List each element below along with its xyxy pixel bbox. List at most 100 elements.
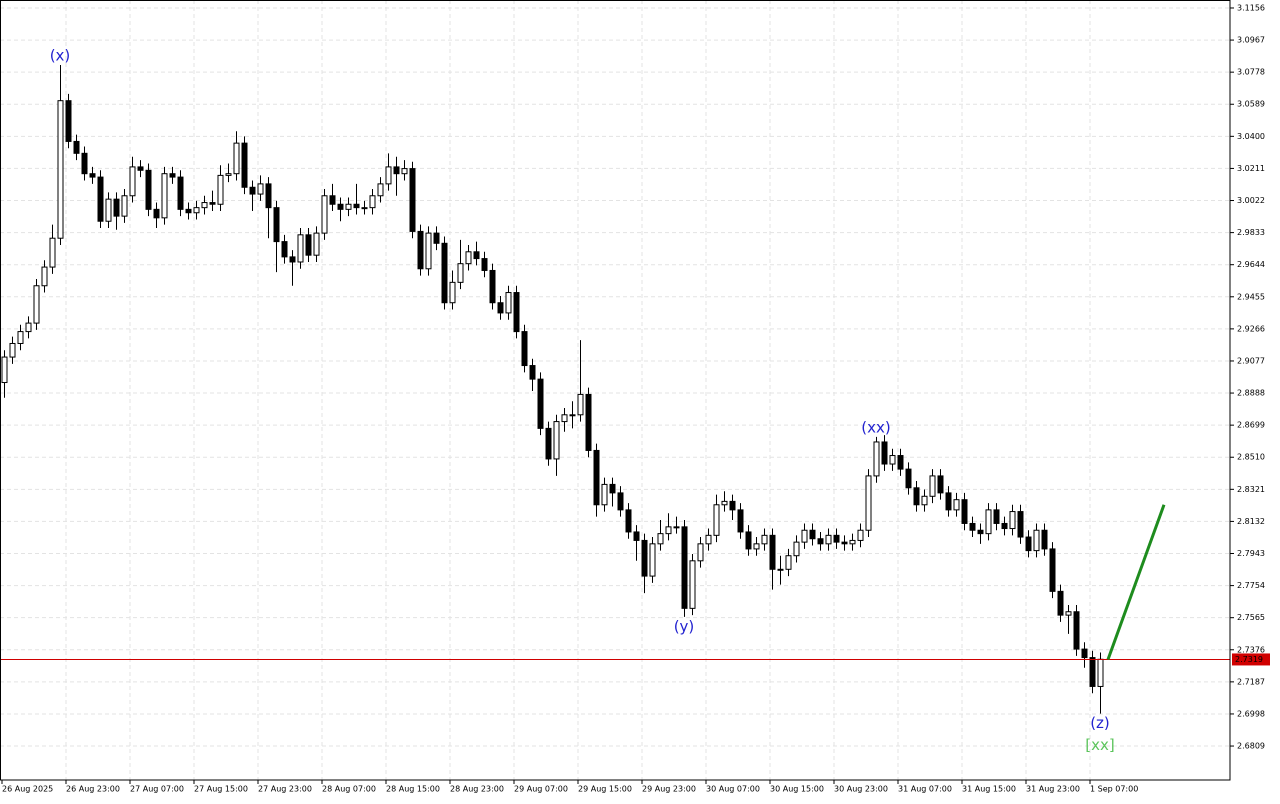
candle-body — [313, 232, 320, 256]
candle-body — [449, 281, 456, 304]
y-tick-label: 2.8132 — [1237, 517, 1265, 526]
candle-body — [329, 195, 336, 205]
x-tick-label: 1 Sep 07:00 — [1090, 785, 1138, 794]
x-tick-label: 31 Aug 23:00 — [1026, 785, 1080, 794]
candle-body — [257, 183, 264, 195]
current-price-label: 2.7319 — [1235, 655, 1263, 664]
candle-body — [649, 543, 656, 577]
candle-body — [833, 534, 840, 543]
candle-body — [809, 529, 816, 540]
candle-body — [601, 483, 608, 506]
candle-body — [1073, 611, 1080, 650]
candle-body — [769, 534, 776, 570]
x-tick-label: 26 Aug 23:00 — [66, 785, 120, 794]
candle-body — [41, 266, 48, 287]
candle-body — [25, 322, 32, 333]
candle-body — [713, 504, 720, 536]
candle-body — [281, 241, 288, 258]
y-tick-label: 3.0967 — [1237, 36, 1265, 45]
projection-line — [1106, 504, 1166, 660]
candle-body — [369, 195, 376, 209]
y-tick-label: 3.0211 — [1237, 164, 1265, 173]
candle-body — [57, 100, 64, 239]
candle-body — [633, 531, 640, 541]
y-tick-label: 2.6809 — [1237, 742, 1265, 751]
candle-body — [49, 237, 56, 268]
candle-body — [681, 526, 688, 609]
candle-body — [905, 468, 912, 489]
candle-body — [985, 509, 992, 535]
candle-body — [145, 169, 152, 210]
candle-body — [401, 168, 408, 175]
candle-body — [441, 242, 448, 304]
candle-body — [545, 427, 552, 460]
current-price-box — [1232, 653, 1270, 666]
candle-body — [897, 455, 904, 470]
y-tick-label: 2.7943 — [1237, 549, 1265, 558]
candle-body — [265, 183, 272, 209]
x-tick-label: 30 Aug 15:00 — [770, 785, 824, 794]
candle-body — [561, 414, 568, 423]
candle-body — [1001, 522, 1008, 530]
candle-body — [841, 541, 848, 545]
plot-frame — [0, 0, 1231, 781]
candle-body — [457, 263, 464, 283]
candle-body — [689, 560, 696, 609]
candle-body — [537, 378, 544, 429]
candle-body — [489, 269, 496, 304]
candle-body — [793, 541, 800, 557]
candle-body — [361, 207, 368, 210]
candle-body — [497, 302, 504, 314]
wave-label: (z) — [1090, 714, 1110, 732]
candle-body — [937, 475, 944, 494]
candle-body — [673, 526, 680, 529]
candle-body — [161, 173, 168, 219]
candle-body — [785, 555, 792, 570]
candle-body — [521, 331, 528, 367]
candle-body — [249, 186, 256, 195]
candle-body — [9, 342, 16, 358]
candle-body — [177, 176, 184, 210]
candle-body — [753, 543, 760, 550]
candle-body — [417, 230, 424, 270]
y-tick-label: 2.8321 — [1237, 485, 1265, 494]
candle-body — [1057, 590, 1064, 616]
y-tick-label: 2.9455 — [1237, 292, 1265, 301]
candle-body — [993, 509, 1000, 524]
candle-body — [721, 500, 728, 506]
y-tick-label: 3.0400 — [1237, 132, 1265, 141]
candle-body — [73, 140, 80, 154]
candle-body — [737, 509, 744, 533]
candle-body — [337, 203, 344, 210]
candle-body — [345, 203, 352, 210]
candle-body — [393, 166, 400, 175]
y-tick-label: 2.8510 — [1237, 453, 1265, 462]
candle-body — [1, 356, 8, 384]
candle-body — [1081, 648, 1088, 659]
wave-label: [xx] — [1085, 736, 1114, 754]
wave-label: (y) — [674, 617, 695, 635]
candle-body — [825, 534, 832, 545]
candle-body — [233, 142, 240, 175]
candle-body — [129, 166, 136, 197]
candle-body — [745, 531, 752, 550]
y-tick-label: 2.9266 — [1237, 324, 1265, 333]
y-tick-label: 2.8888 — [1237, 389, 1265, 398]
candle-body — [297, 234, 304, 263]
candle-body — [377, 183, 384, 197]
candle-body — [481, 258, 488, 271]
candle-body — [961, 499, 968, 524]
candle-body — [729, 500, 736, 511]
candle-body — [241, 142, 248, 188]
candle-body — [625, 509, 632, 533]
x-tick-label: 28 Aug 15:00 — [386, 785, 440, 794]
candle-body — [953, 499, 960, 511]
candle-body — [817, 538, 824, 545]
candle-body — [209, 202, 216, 205]
candle-body — [1041, 529, 1048, 550]
x-tick-label: 27 Aug 23:00 — [258, 785, 312, 794]
candle-body — [17, 331, 24, 344]
wave-label: (x) — [50, 47, 71, 65]
